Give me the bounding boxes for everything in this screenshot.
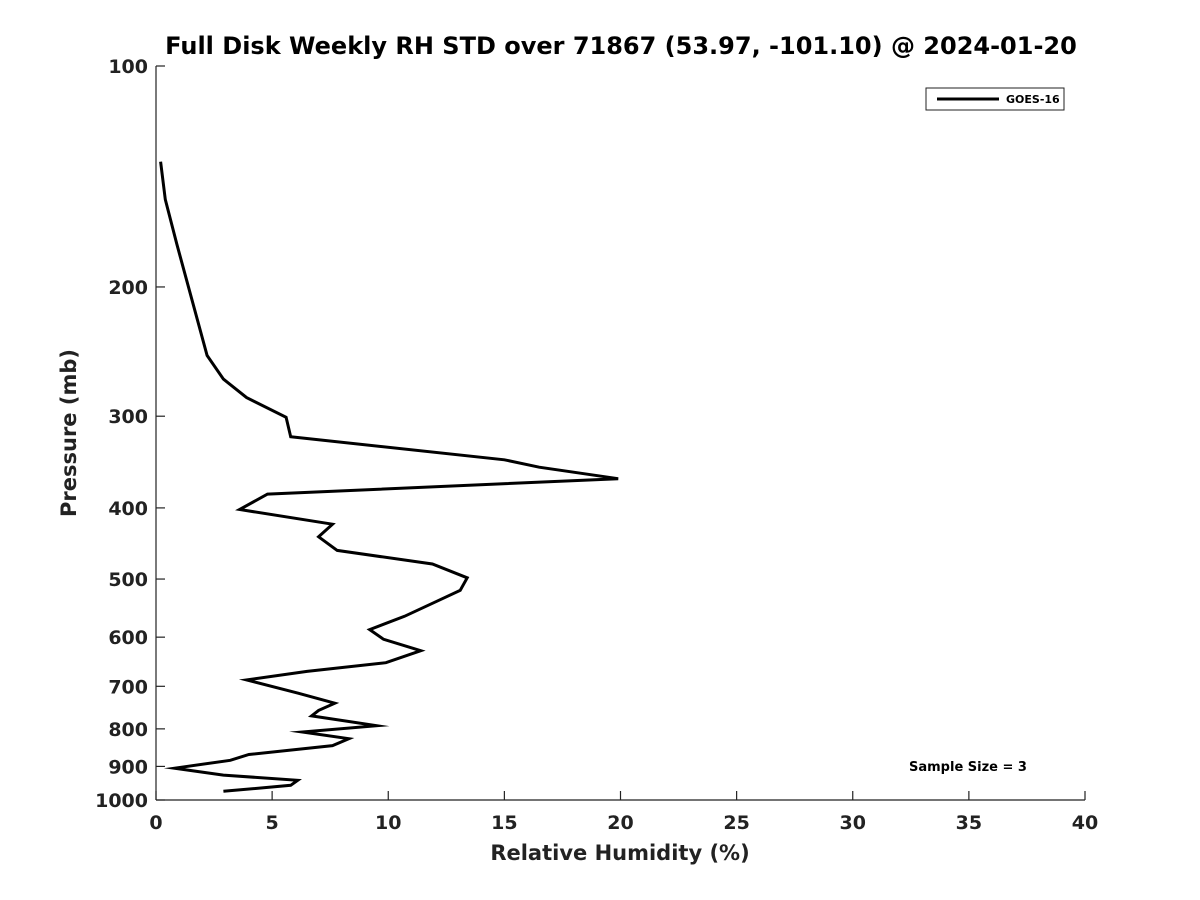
x-axis-label: Relative Humidity (%) [490,841,749,865]
x-tick-label: 30 [840,812,866,834]
x-tick-label: 35 [956,812,982,834]
sample-size-annotation: Sample Size = 3 [909,760,1027,775]
y-tick-label: 500 [108,569,148,591]
y-tick-label: 1000 [95,790,148,812]
x-tick-label: 15 [491,812,517,834]
x-tick-label: 20 [607,812,633,834]
y-tick-label: 700 [108,676,148,698]
chart-title: Full Disk Weekly RH STD over 71867 (53.9… [165,32,1077,60]
y-tick-label: 600 [108,627,148,649]
legend: GOES-16 [925,87,1065,111]
x-tick-label: 10 [375,812,401,834]
x-axis-ticks: 0 5 10 15 20 25 30 35 40 [149,791,1098,834]
x-tick-label: 40 [1072,812,1098,834]
plot-axes [155,66,1085,801]
x-tick-label: 5 [266,812,279,834]
y-tick-label: 100 [108,56,148,78]
series-layer [159,161,619,793]
y-axis-ticks: 100 200 300 400 500 600 700 800 900 1000 [95,56,165,812]
x-tick-label: 0 [149,812,162,834]
y-tick-label: 200 [108,277,148,299]
y-tick-label: 300 [108,406,148,428]
y-axis-label: Pressure (mb) [57,349,81,517]
y-tick-label: 900 [108,756,148,778]
x-tick-label: 25 [723,812,749,834]
legend-label-goes-16: GOES-16 [1006,93,1060,106]
y-tick-label: 400 [108,498,148,520]
series-line-goes-16 [159,161,619,793]
y-tick-label: 800 [108,719,148,741]
